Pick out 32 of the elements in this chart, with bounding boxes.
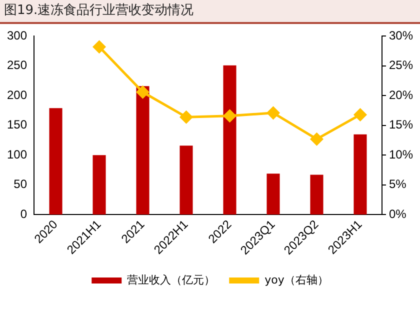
y2-tick-label: 5% [388, 177, 407, 192]
y-tick-label: 0 [20, 206, 28, 221]
bar [49, 108, 62, 215]
point [93, 40, 106, 54]
chart-title: 图19.速冻食品行业营收变动情况 [0, 0, 420, 24]
bar [310, 174, 324, 215]
bar [223, 65, 236, 215]
bar [136, 86, 150, 215]
y-tick-label: 250 [6, 58, 28, 72]
y-tick-label: 100 [6, 147, 28, 162]
y2-tick-label: 20% [388, 88, 414, 102]
y-tick-label: 200 [6, 88, 28, 102]
bar [180, 146, 193, 215]
y-tick-label: 300 [6, 28, 28, 43]
y2-tick-label: 10% [388, 147, 414, 162]
point [136, 86, 150, 98]
point [354, 108, 366, 121]
y-tick-label: 50 [14, 177, 28, 192]
bar [266, 174, 280, 215]
legend-label: yoy（右轴） [264, 273, 328, 286]
y2-tick-label: 25% [388, 58, 414, 72]
point [180, 110, 193, 124]
y-tick-label: 150 [6, 118, 28, 132]
bar [354, 134, 367, 215]
bar [92, 155, 106, 215]
y2-tick-label: 0% [388, 206, 407, 221]
point [310, 132, 323, 146]
legend-label: 营业收入（亿元） [127, 273, 216, 286]
y2-tick-label: 30% [388, 28, 414, 43]
point [224, 110, 236, 122]
y2-tick-label: 15% [388, 118, 414, 132]
point [266, 106, 280, 120]
